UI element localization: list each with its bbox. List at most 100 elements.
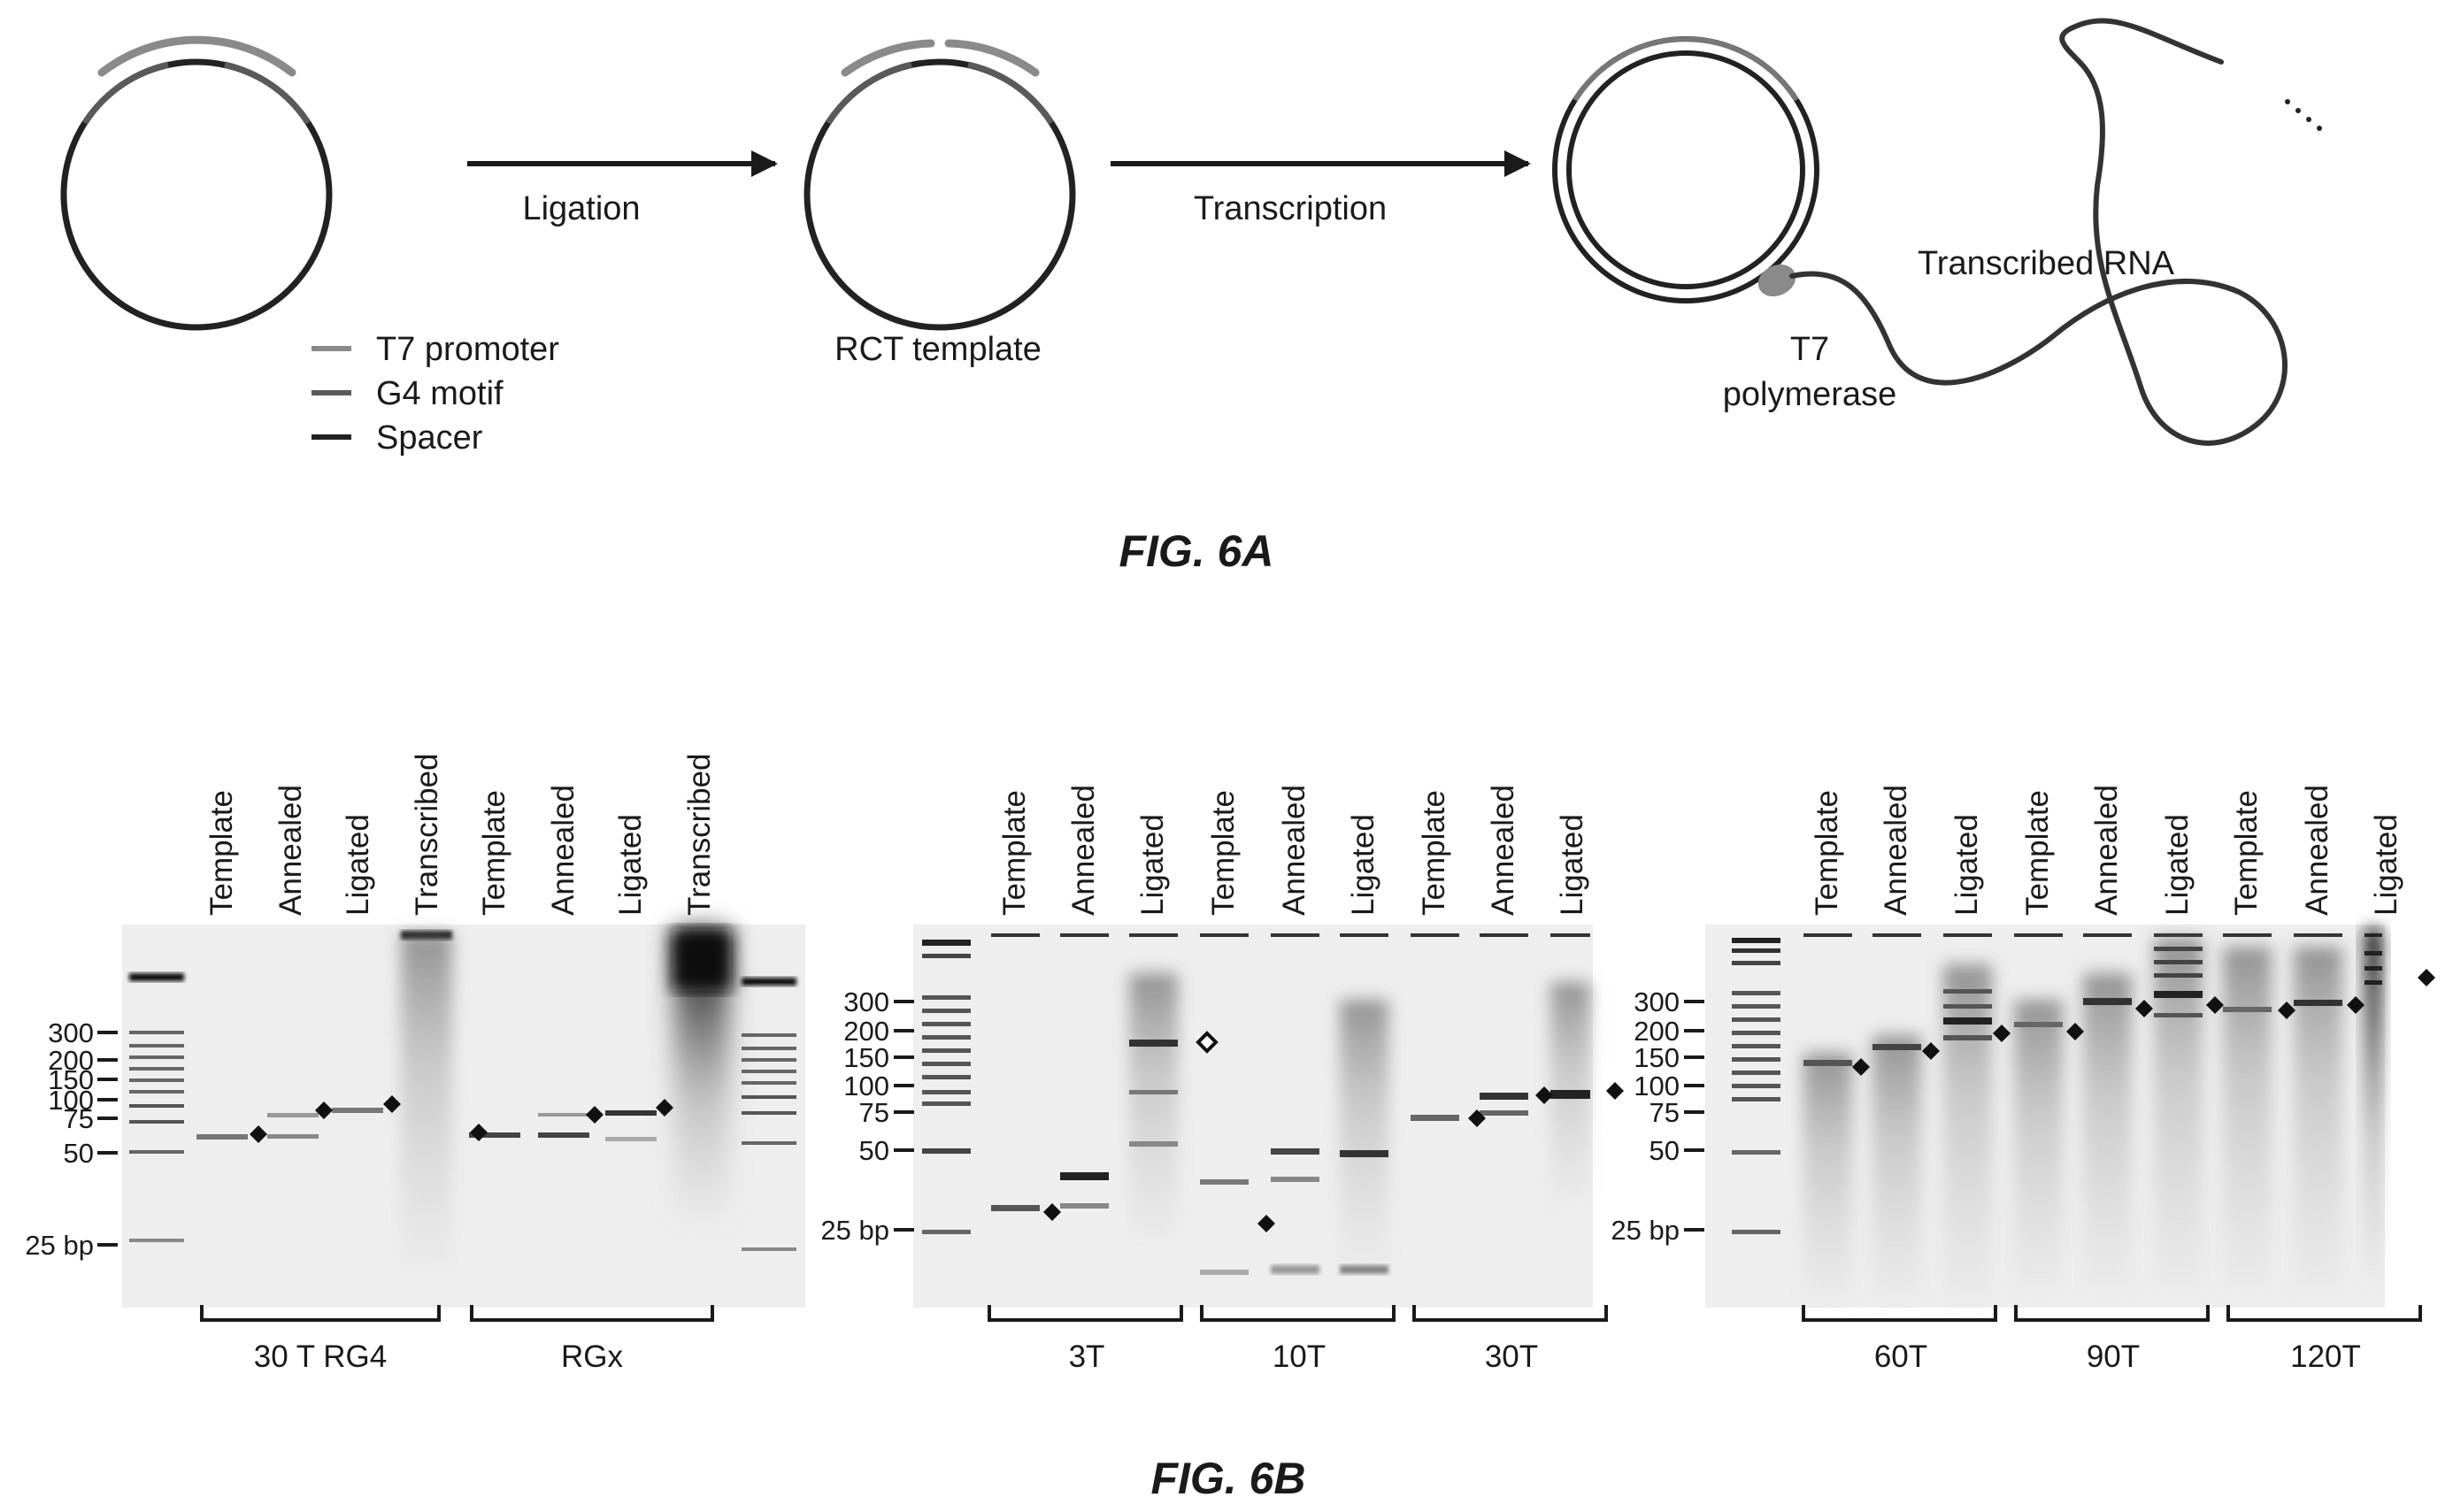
band-marker xyxy=(315,1101,333,1119)
lane-label: Annealed xyxy=(273,785,308,916)
fig-6a-caption: FIG. 6A xyxy=(1119,526,1273,576)
rct-template-label: RCT template xyxy=(834,331,1042,368)
band-marker xyxy=(2347,996,2365,1014)
legend-spacer: Spacer xyxy=(376,419,483,457)
legend: T7 promoter G4 motif Spacer xyxy=(311,331,559,457)
band-marker xyxy=(250,1125,267,1143)
lane-label: Ligated xyxy=(1555,814,1589,916)
transcribed-rna-strand xyxy=(1789,18,2288,446)
band-marker xyxy=(2135,1000,2153,1017)
band-marker xyxy=(1852,1058,1870,1076)
ladder-label: 50 xyxy=(859,1135,889,1166)
ladder-ticks xyxy=(97,1031,118,1247)
ladder-label: 100 xyxy=(1634,1071,1680,1101)
legend-g4-motif: G4 motif xyxy=(376,375,504,412)
lane-label: Ligated xyxy=(2369,814,2403,916)
lane-label: Template xyxy=(204,790,239,916)
gel-panel-3: 300 200 150 100 75 50 25 bp Template Ann… xyxy=(1611,785,2435,1374)
group-brackets xyxy=(988,1305,1608,1322)
rct-template-circle xyxy=(804,39,1076,331)
lane-label: Annealed xyxy=(1277,785,1311,916)
lane-label: Template xyxy=(1810,790,1844,916)
band-marker xyxy=(383,1095,401,1113)
ladder-label: 200 xyxy=(843,1016,889,1047)
t7-label: T7 xyxy=(1790,331,1829,368)
band-marker xyxy=(1043,1203,1061,1221)
ladder-label: 100 xyxy=(843,1071,889,1101)
band-marker xyxy=(1535,1086,1553,1104)
ligation-label: Ligation xyxy=(522,190,640,227)
ladder-label: 25 bp xyxy=(820,1215,889,1246)
group-label: 60T xyxy=(1874,1339,1927,1374)
lane-label: Annealed xyxy=(546,785,581,916)
ladder-label: 300 xyxy=(48,1017,94,1048)
gel-background xyxy=(913,925,1593,1308)
band-marker xyxy=(1993,1025,2011,1042)
fig-6a-diagram: T7 promoter G4 motif Spacer Ligation RCT… xyxy=(60,18,2322,457)
ladder-label: 75 xyxy=(859,1097,889,1128)
ladder-label: 300 xyxy=(843,986,889,1017)
band-marker xyxy=(1468,1109,1486,1127)
band-marker xyxy=(1257,1215,1275,1232)
group-label: 10T xyxy=(1273,1339,1326,1374)
group-brackets xyxy=(1802,1305,2422,1322)
t7-promoter-strand xyxy=(97,35,296,77)
rolling-circle xyxy=(1552,36,1819,303)
group-label: RGx xyxy=(561,1339,624,1374)
band-marker xyxy=(1922,1042,1940,1060)
band-marker xyxy=(656,1099,673,1117)
group-label: 30 T RG4 xyxy=(254,1339,387,1374)
ladder-ticks xyxy=(894,1000,914,1232)
group-brackets xyxy=(200,1305,714,1322)
band-marker xyxy=(2418,969,2435,986)
band-marker xyxy=(586,1106,604,1124)
group-label: 30T xyxy=(1485,1339,1538,1374)
ladder-label: 150 xyxy=(1634,1042,1680,1073)
lane-label: Annealed xyxy=(1066,785,1101,916)
group-label: 3T xyxy=(1069,1339,1105,1374)
lane-label: Ligated xyxy=(1949,814,1984,916)
ladder-label: 150 xyxy=(48,1064,94,1095)
lane-label: Template xyxy=(1206,790,1241,916)
ladder-label: 100 xyxy=(48,1085,94,1116)
ladder-label: 150 xyxy=(843,1042,889,1073)
band-marker xyxy=(1606,1082,1624,1100)
ladder-label: 50 xyxy=(1649,1135,1680,1166)
gel-panel-1: 300 200 150 100 75 50 25 bp Template Ann… xyxy=(25,754,805,1374)
ladder-label: 200 xyxy=(48,1045,94,1076)
band-marker xyxy=(2206,996,2224,1014)
lane-label: Template xyxy=(2020,790,2055,916)
lane-label: Annealed xyxy=(1486,785,1520,916)
ladder-label: 75 xyxy=(1649,1097,1680,1128)
gel-panel-2: 300 200 150 100 75 50 25 bp Template Ann… xyxy=(820,785,1624,1374)
lane-label: Ligated xyxy=(341,814,375,916)
ladder-label: 50 xyxy=(64,1138,94,1169)
lane-label: Annealed xyxy=(2089,785,2124,916)
transcribed-rna-label: Transcribed RNA xyxy=(1918,245,2175,282)
ladder-label: 300 xyxy=(1634,986,1680,1017)
ladder-ticks xyxy=(1684,1000,1704,1232)
ladder-label: 200 xyxy=(1634,1016,1680,1047)
ladder-lane xyxy=(1732,938,1780,1234)
lane-label: Ligated xyxy=(613,814,648,916)
template-circle xyxy=(60,35,333,331)
lane-label: Transcribed xyxy=(410,754,444,917)
lane-label: Transcribed xyxy=(682,754,717,917)
lane-label: Template xyxy=(477,790,511,916)
ladder-lane xyxy=(129,973,796,1251)
group-label: 90T xyxy=(2087,1339,2140,1374)
legend-t7-promoter: T7 promoter xyxy=(376,331,559,368)
band-marker-open xyxy=(1196,1031,1219,1054)
lane-label: Ligated xyxy=(1135,814,1170,916)
transcription-label: Transcription xyxy=(1194,190,1387,227)
lane-label: Ligated xyxy=(1346,814,1380,916)
band-marker xyxy=(2066,1023,2084,1040)
ladder-label: 75 xyxy=(64,1103,94,1134)
lane-label: Template xyxy=(997,790,1032,916)
ladder-lane xyxy=(922,940,971,1234)
band-marker xyxy=(2278,1002,2295,1019)
lane-label: Annealed xyxy=(1879,785,1913,916)
lane-label: Template xyxy=(2229,790,2264,916)
polymerase-label: polymerase xyxy=(1723,376,1896,413)
